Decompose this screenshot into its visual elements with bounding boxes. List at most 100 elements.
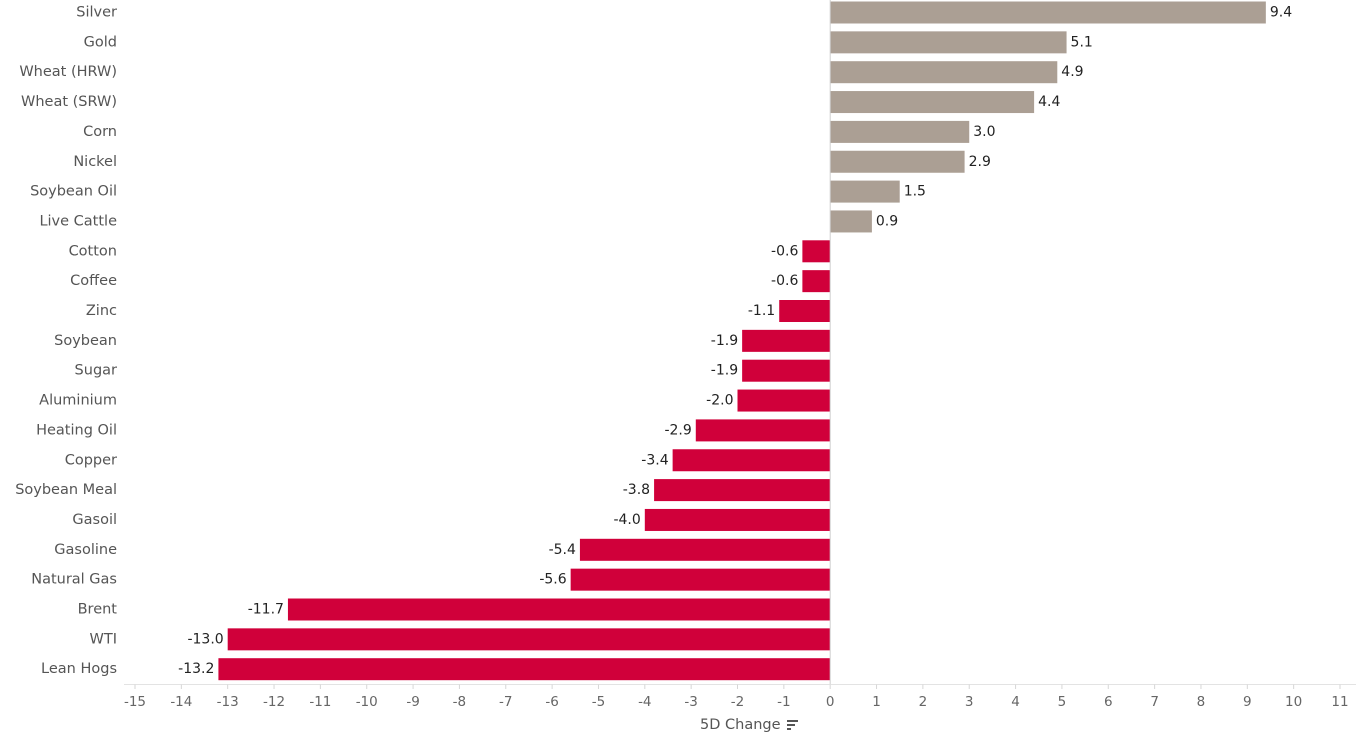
x-tick-label: -9 bbox=[406, 694, 419, 710]
value-label-soybean-oil: 1.5 bbox=[904, 184, 926, 200]
bar-wti[interactable] bbox=[227, 628, 831, 651]
bar-gasoline[interactable] bbox=[579, 538, 831, 561]
bar-zinc[interactable] bbox=[779, 300, 831, 322]
category-label-soybean: Soybean bbox=[54, 333, 117, 349]
sort-descending-icon[interactable] bbox=[786, 720, 798, 730]
value-label-soybean: -1.9 bbox=[711, 333, 738, 349]
x-tick-label: -2 bbox=[731, 694, 744, 710]
x-axis-title: 5D Change bbox=[700, 717, 798, 733]
value-label-silver: 9.4 bbox=[1270, 5, 1292, 21]
bar-soybean-oil[interactable] bbox=[830, 180, 900, 203]
category-label-wheat-srw: Wheat (SRW) bbox=[21, 94, 117, 110]
category-label-silver: Silver bbox=[76, 5, 117, 21]
x-tick-label: -15 bbox=[124, 694, 146, 710]
bar-heating-oil[interactable] bbox=[695, 419, 831, 442]
category-label-coffee: Coffee bbox=[70, 273, 117, 289]
value-label-cotton: -0.6 bbox=[771, 243, 798, 259]
x-tick-label: -8 bbox=[453, 694, 466, 710]
bar-silver[interactable] bbox=[830, 1, 1266, 24]
value-label-coffee: -0.6 bbox=[771, 273, 798, 289]
x-tick-label: 8 bbox=[1197, 694, 1206, 710]
x-tick-label: -11 bbox=[309, 694, 331, 710]
bar-gasoil[interactable] bbox=[644, 508, 831, 531]
value-label-soybean-meal: -3.8 bbox=[623, 482, 650, 498]
x-tick-label: -14 bbox=[170, 694, 192, 710]
value-label-heating-oil: -2.9 bbox=[664, 422, 691, 438]
category-label-cotton: Cotton bbox=[69, 243, 117, 259]
category-label-gasoil: Gasoil bbox=[72, 512, 117, 528]
bar-natural-gas[interactable] bbox=[570, 568, 831, 591]
value-label-live-cattle: 0.9 bbox=[876, 213, 898, 229]
category-label-gold: Gold bbox=[84, 34, 117, 50]
bar-sugar[interactable] bbox=[742, 359, 831, 382]
x-axis-title-text: 5D Change bbox=[700, 717, 781, 733]
category-labels: Silver Gold Wheat (HRW) Wheat (SRW) Corn Nick… bbox=[15, 5, 117, 678]
x-tick-label: -1 bbox=[777, 694, 790, 710]
bar-nickel[interactable] bbox=[830, 150, 965, 173]
x-tick-label: 10 bbox=[1285, 694, 1302, 710]
bar-lean-hogs[interactable] bbox=[218, 658, 831, 681]
x-tick-label: -7 bbox=[499, 694, 512, 710]
x-tick-label: -13 bbox=[217, 694, 239, 710]
value-label-gold: 5.1 bbox=[1071, 34, 1093, 50]
bar-coffee[interactable] bbox=[802, 270, 831, 293]
value-label-sugar: -1.9 bbox=[711, 363, 738, 379]
x-tick-label: -3 bbox=[684, 694, 697, 710]
value-label-wheat-hrw: 4.9 bbox=[1061, 64, 1083, 80]
bar-copper[interactable] bbox=[672, 449, 831, 472]
value-label-copper: -3.4 bbox=[641, 452, 668, 468]
category-label-heating-oil: Heating Oil bbox=[36, 422, 117, 438]
x-tick-label: 9 bbox=[1243, 694, 1252, 710]
x-axis: -15 -14 -13 -12 -11 -10 -9 -8 -7 -6 -5 -4 -3 -2 -1 0 1 2 3… bbox=[124, 0, 1356, 710]
value-label-nickel: 2.9 bbox=[969, 154, 991, 170]
bar-wheat-srw[interactable] bbox=[830, 91, 1035, 114]
value-label-lean-hogs: -13.2 bbox=[178, 661, 214, 677]
bar-live-cattle[interactable] bbox=[830, 210, 872, 233]
x-tick-label: -6 bbox=[545, 694, 558, 710]
x-tick-label: 4 bbox=[1011, 694, 1020, 710]
bar-gold[interactable] bbox=[830, 31, 1067, 54]
category-label-wti: WTI bbox=[90, 631, 117, 647]
bar-soybean-meal[interactable] bbox=[654, 479, 831, 502]
category-label-corn: Corn bbox=[83, 124, 117, 140]
x-tick-label: 6 bbox=[1104, 694, 1113, 710]
category-label-gasoline: Gasoline bbox=[54, 542, 117, 558]
category-label-zinc: Zinc bbox=[86, 303, 117, 319]
value-label-aluminium: -2.0 bbox=[706, 393, 733, 409]
x-tick-label: 5 bbox=[1058, 694, 1067, 710]
value-label-gasoil: -4.0 bbox=[613, 512, 640, 528]
category-label-lean-hogs: Lean Hogs bbox=[41, 661, 117, 677]
bar-wheat-hrw[interactable] bbox=[830, 61, 1058, 84]
category-label-natural-gas: Natural Gas bbox=[31, 572, 117, 588]
category-label-wheat-hrw: Wheat (HRW) bbox=[19, 64, 117, 80]
x-tick-label: 7 bbox=[1150, 694, 1159, 710]
x-tick-label: 0 bbox=[826, 694, 835, 710]
value-label-corn: 3.0 bbox=[973, 124, 995, 140]
x-tick-label: 1 bbox=[872, 694, 881, 710]
value-label-wti: -13.0 bbox=[187, 631, 223, 647]
category-label-aluminium: Aluminium bbox=[39, 393, 117, 409]
value-label-natural-gas: -5.6 bbox=[539, 572, 566, 588]
value-labels: 9.4 5.1 4.94.4 3.0 2.9 1.5 0.9 -0.6 -0.6 -1.1 -1.9… bbox=[178, 5, 1292, 678]
value-label-gasoline: -5.4 bbox=[549, 542, 576, 558]
bar-cotton[interactable] bbox=[802, 240, 831, 263]
x-tick-label: 2 bbox=[919, 694, 928, 710]
bar-soybean[interactable] bbox=[742, 329, 831, 352]
x-tick-label: 3 bbox=[965, 694, 974, 710]
bars-group bbox=[218, 1, 1266, 681]
bar-aluminium[interactable] bbox=[737, 389, 831, 412]
x-tick-label: -4 bbox=[638, 694, 651, 710]
bar-corn[interactable] bbox=[830, 120, 970, 143]
category-label-nickel: Nickel bbox=[73, 154, 117, 170]
bar-brent[interactable] bbox=[287, 598, 831, 621]
x-tick-label: -5 bbox=[592, 694, 605, 710]
category-label-sugar: Sugar bbox=[75, 363, 117, 379]
x-tick-label: -12 bbox=[263, 694, 285, 710]
value-label-brent: -11.7 bbox=[248, 602, 284, 618]
category-label-copper: Copper bbox=[65, 452, 117, 468]
category-label-live-cattle: Live Cattle bbox=[39, 213, 117, 229]
category-label-soybean-meal: Soybean Meal bbox=[15, 482, 117, 498]
x-tick-label: 11 bbox=[1331, 694, 1348, 710]
